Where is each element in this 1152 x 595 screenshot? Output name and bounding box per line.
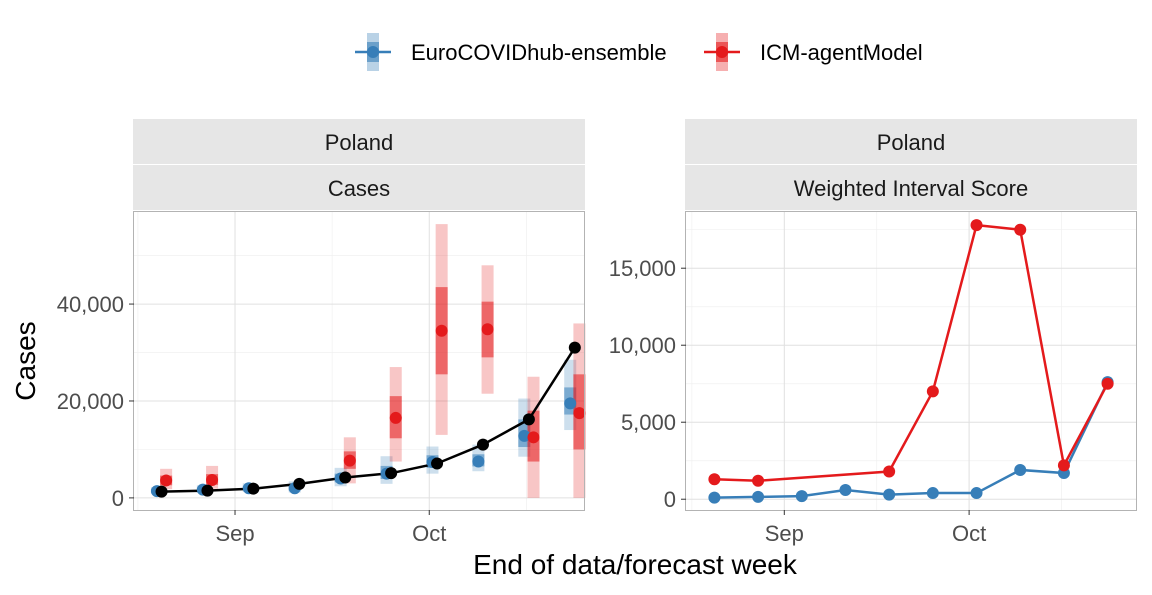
strip-target-label-wis: Weighted Interval Score	[794, 176, 1028, 201]
strip-country-wis	[685, 119, 1137, 164]
legend-item-ensemble: EuroCOVIDhub-ensemble	[355, 33, 667, 71]
observed-line-cases	[161, 347, 576, 493]
observed-point	[385, 467, 398, 480]
x-tick-label: Oct	[412, 521, 446, 546]
strip-target-label-cases: Cases	[328, 176, 390, 201]
strip-target-wis	[685, 165, 1137, 210]
y-tick-label: 0	[664, 487, 676, 512]
gridlines-wis	[686, 212, 1136, 510]
y-tick-label: 40,000	[57, 292, 124, 317]
score-point-icm-agentmodel	[1101, 377, 1114, 390]
x-axis-title: End of data/forecast week	[473, 549, 798, 580]
y-tick-label: 10,000	[609, 333, 676, 358]
strip-country-label-cases: Poland	[325, 130, 394, 155]
legend-key-point-ensemble	[367, 46, 379, 58]
score-point-icm-agentmodel	[1014, 223, 1027, 236]
score-point-eurocovidhub-ensemble	[1014, 463, 1027, 476]
gridlines-cases	[134, 212, 584, 510]
score-point-eurocovidhub-ensemble	[970, 487, 983, 500]
x-tick-label: Oct	[952, 521, 986, 546]
strip-country-cases	[133, 119, 585, 164]
y-tick-label: 20,000	[57, 389, 124, 414]
x-axis-cases: Sep Oct	[215, 510, 446, 546]
observed-point	[247, 482, 260, 495]
x-axis-wis: Sep Oct	[765, 510, 986, 546]
observed-point	[522, 413, 535, 426]
points-cases	[150, 323, 586, 498]
score-point-eurocovidhub-ensemble	[795, 490, 808, 503]
median-point-eurocovidhub-ensemble	[564, 397, 577, 410]
y-tick-label: 15,000	[609, 256, 676, 281]
median-point-eurocovidhub-ensemble	[472, 455, 485, 468]
median-point-icm-agentmodel	[481, 323, 494, 336]
score-point-eurocovidhub-ensemble	[883, 488, 896, 501]
legend: EuroCOVIDhub-ensemble ICM-agentModel	[355, 33, 923, 71]
y-axis-title-cases: Cases	[10, 321, 41, 400]
median-point-icm-agentmodel	[389, 411, 402, 424]
score-point-icm-agentmodel	[970, 219, 983, 232]
y-tick-label: 5,000	[621, 410, 676, 435]
median-point-icm-agentmodel	[206, 473, 219, 486]
observed-line	[161, 347, 576, 493]
observed-point	[339, 471, 352, 484]
score-point-icm-agentmodel	[752, 474, 765, 487]
median-point-eurocovidhub-ensemble	[518, 429, 531, 442]
strip-target-cases	[133, 165, 585, 210]
legend-label-icm: ICM-agentModel	[760, 40, 923, 65]
y-axis-wis: 0 5,000 10,000 15,000	[609, 256, 686, 512]
panel-border-wis	[685, 211, 1137, 511]
score-point-icm-agentmodel	[1057, 459, 1070, 472]
panel-cases: Poland Cases 0 20,000 40,000 Sep Oct Cases	[10, 119, 586, 546]
score-lines-wis	[714, 223, 1109, 499]
observed-point	[155, 485, 168, 498]
score-line-eurocovidhub-ensemble	[714, 381, 1109, 499]
observed-point	[293, 477, 306, 490]
median-point-icm-agentmodel	[435, 324, 448, 337]
score-line-icm-agentmodel	[714, 223, 1109, 482]
score-point-eurocovidhub-ensemble	[839, 483, 852, 496]
median-point-icm-agentmodel	[527, 431, 540, 444]
observed-point	[201, 484, 214, 497]
median-point-icm-agentmodel	[343, 454, 356, 467]
score-point-eurocovidhub-ensemble	[926, 487, 939, 500]
points-wis	[708, 219, 1114, 504]
median-point-icm-agentmodel	[573, 407, 586, 420]
panel-wis: Poland Weighted Interval Score 0 5,000 10,…	[609, 119, 1137, 546]
observed-point	[476, 438, 489, 451]
x-tick-label: Sep	[765, 521, 804, 546]
legend-label-ensemble: EuroCOVIDhub-ensemble	[411, 40, 667, 65]
observed-point	[431, 457, 444, 470]
legend-item-icm: ICM-agentModel	[704, 33, 923, 71]
x-tick-label: Sep	[215, 521, 254, 546]
strip-country-label-wis: Poland	[877, 130, 946, 155]
observed-point	[568, 341, 581, 354]
y-axis-cases: 0 20,000 40,000	[57, 292, 134, 511]
legend-key-point-icm	[716, 46, 728, 58]
forecast-bands-cases	[150, 224, 586, 498]
median-point-icm-agentmodel	[160, 474, 173, 487]
score-point-icm-agentmodel	[883, 465, 896, 478]
score-point-icm-agentmodel	[708, 473, 721, 486]
y-tick-label: 0	[112, 486, 124, 511]
panel-border-cases	[133, 211, 585, 511]
score-point-eurocovidhub-ensemble	[752, 490, 765, 503]
score-point-eurocovidhub-ensemble	[708, 491, 721, 504]
score-point-icm-agentmodel	[926, 385, 939, 398]
